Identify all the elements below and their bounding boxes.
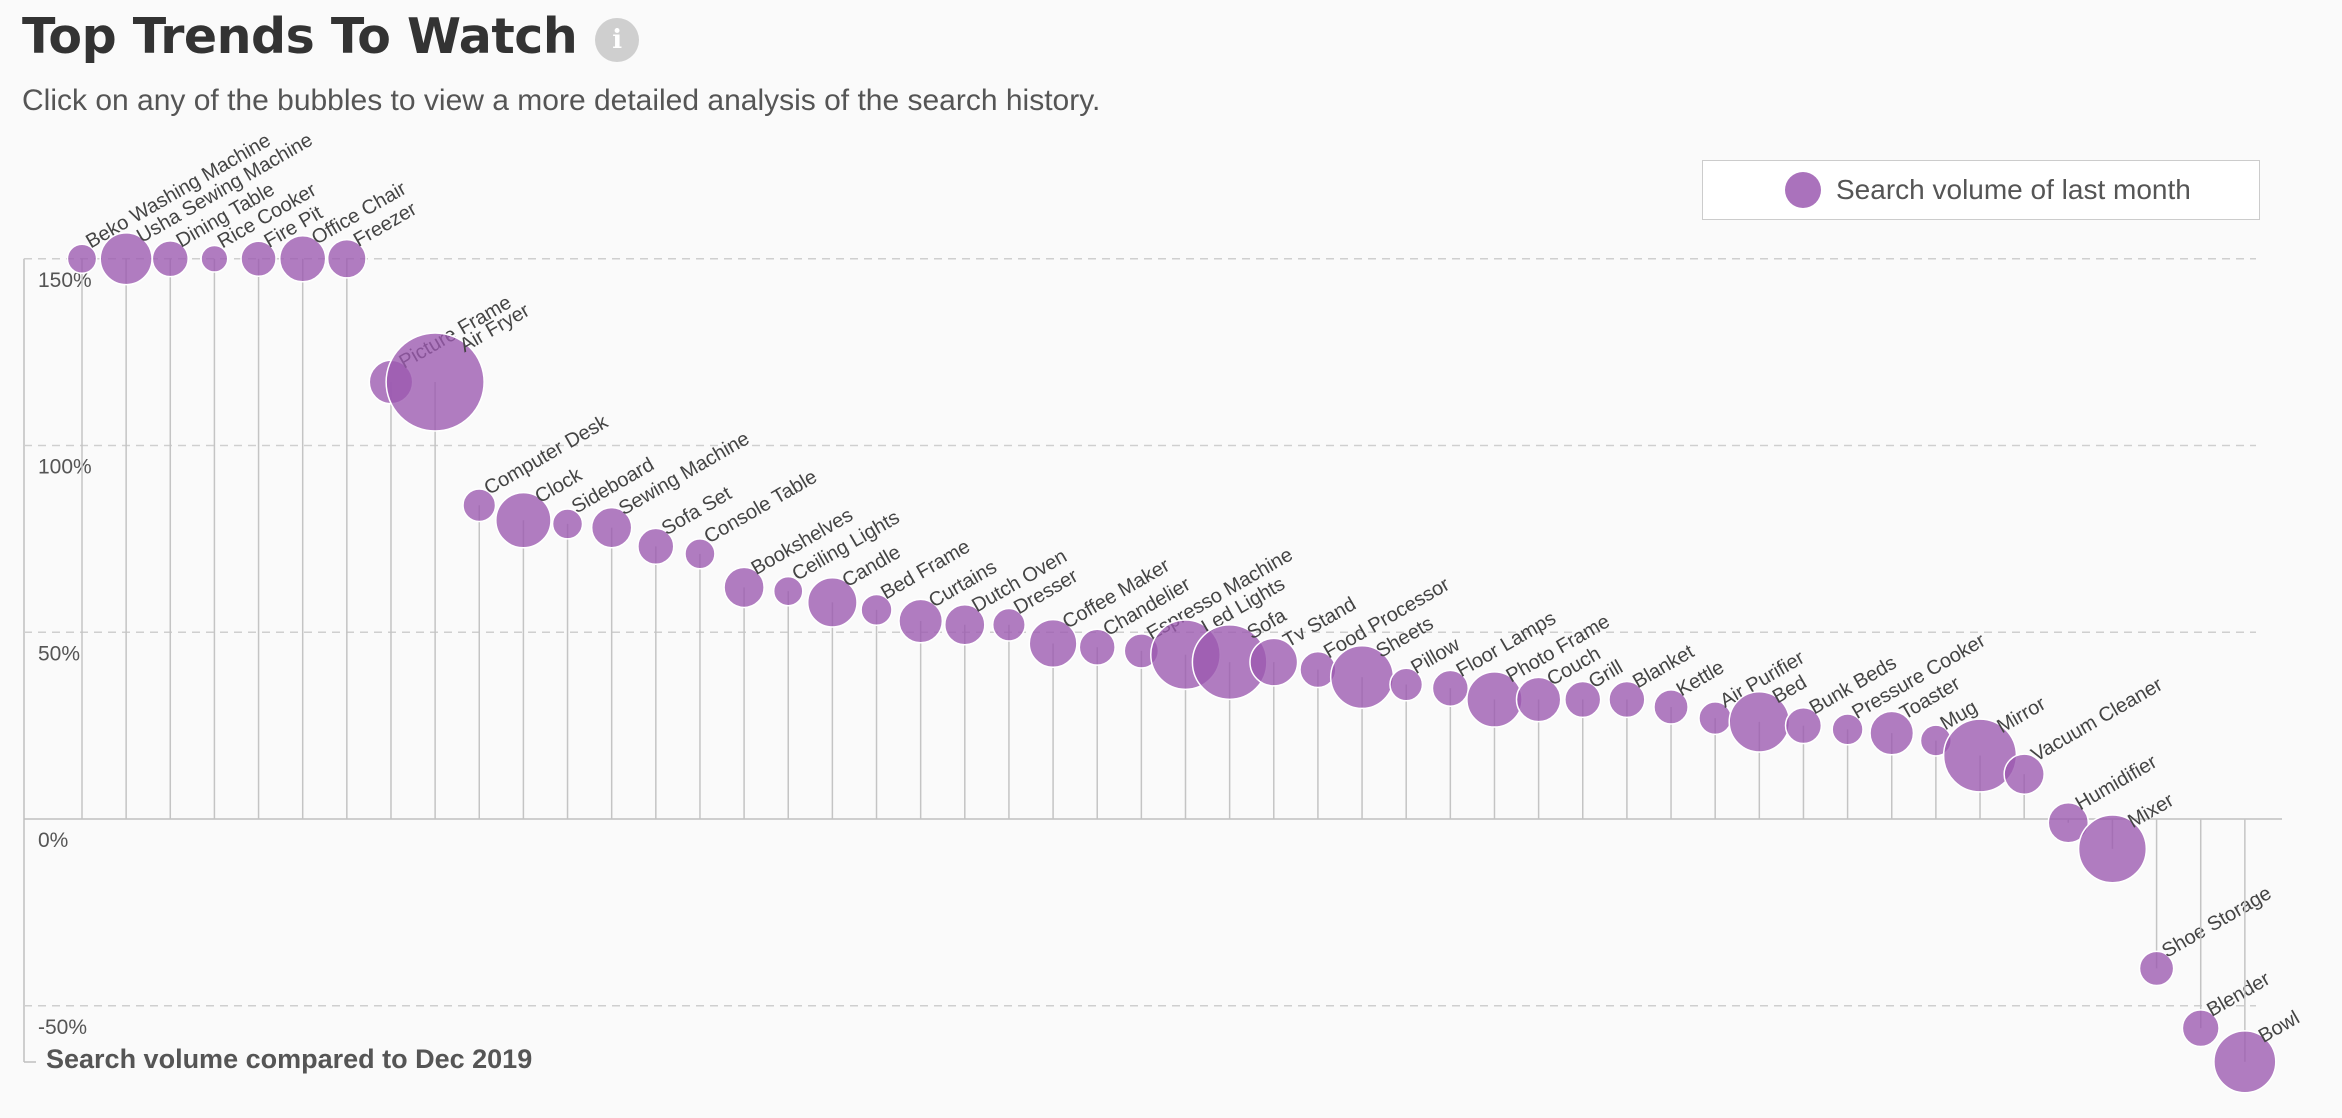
bubble[interactable] bbox=[860, 593, 893, 626]
legend-label: Search volume of last month bbox=[1836, 174, 2191, 205]
bubble[interactable] bbox=[551, 508, 584, 540]
bubble[interactable] bbox=[1389, 667, 1424, 702]
bubble[interactable] bbox=[1869, 710, 1915, 756]
legend[interactable]: Search volume of last month bbox=[1702, 160, 2260, 220]
bubble-label: Shoe Storage bbox=[2158, 882, 2275, 962]
bubble[interactable] bbox=[66, 243, 98, 275]
bubble[interactable] bbox=[944, 604, 986, 646]
bubble-label: Mirror bbox=[1993, 693, 2050, 738]
info-icon[interactable]: i bbox=[595, 17, 640, 62]
bubble[interactable] bbox=[1249, 637, 1299, 687]
bubble[interactable] bbox=[151, 240, 189, 278]
bubble[interactable] bbox=[1431, 669, 1470, 707]
bubble[interactable] bbox=[590, 506, 633, 549]
bubble[interactable] bbox=[240, 240, 277, 277]
y-tick-label: 50% bbox=[38, 642, 80, 665]
y-tick-label: 0% bbox=[38, 829, 68, 852]
y-tick-label: 100% bbox=[38, 456, 92, 479]
bubble[interactable] bbox=[495, 491, 552, 549]
bubble[interactable] bbox=[385, 332, 485, 432]
bubble[interactable] bbox=[898, 598, 944, 644]
bubble[interactable] bbox=[462, 488, 497, 523]
bubble[interactable] bbox=[1653, 689, 1689, 725]
bubble[interactable] bbox=[723, 566, 765, 609]
y-tick-label: -50% bbox=[38, 1016, 87, 1039]
bubble[interactable] bbox=[2181, 1009, 2220, 1048]
bubble[interactable] bbox=[684, 538, 716, 570]
bubble[interactable] bbox=[1028, 618, 1078, 669]
legend-swatch bbox=[1785, 172, 1821, 208]
bubble[interactable] bbox=[806, 576, 858, 628]
bubble[interactable] bbox=[1515, 676, 1562, 723]
bubble[interactable] bbox=[1784, 706, 1823, 745]
bubble-label: Mixer bbox=[2124, 789, 2178, 833]
bubble[interactable] bbox=[2047, 801, 2090, 844]
bubble-label: Blender bbox=[2203, 968, 2274, 1022]
bubble[interactable] bbox=[991, 607, 1026, 642]
title-row: Top Trends To Watch i bbox=[22, 8, 640, 65]
bubble[interactable] bbox=[772, 575, 804, 607]
y-axis-title: Search volume compared to Dec 2019 bbox=[46, 1044, 533, 1074]
bubble[interactable] bbox=[2077, 814, 2148, 884]
bubble[interactable] bbox=[1078, 628, 1116, 666]
bubble[interactable] bbox=[200, 244, 229, 273]
page-title: Top Trends To Watch bbox=[22, 8, 578, 65]
bubble[interactable] bbox=[2213, 1030, 2277, 1094]
bubble[interactable] bbox=[1831, 713, 1864, 746]
bubble[interactable] bbox=[637, 527, 675, 566]
bubble[interactable] bbox=[278, 235, 327, 283]
bubble[interactable] bbox=[1564, 680, 1602, 719]
y-tick-label: 150% bbox=[38, 269, 92, 292]
bubble[interactable] bbox=[2003, 753, 2045, 795]
bubble-label: Bowl bbox=[2255, 1007, 2304, 1048]
bubble[interactable] bbox=[2138, 950, 2175, 987]
bubble[interactable] bbox=[326, 238, 367, 279]
bubble[interactable] bbox=[1608, 680, 1646, 719]
page-subtitle: Click on any of the bubbles to view a mo… bbox=[22, 84, 1101, 117]
